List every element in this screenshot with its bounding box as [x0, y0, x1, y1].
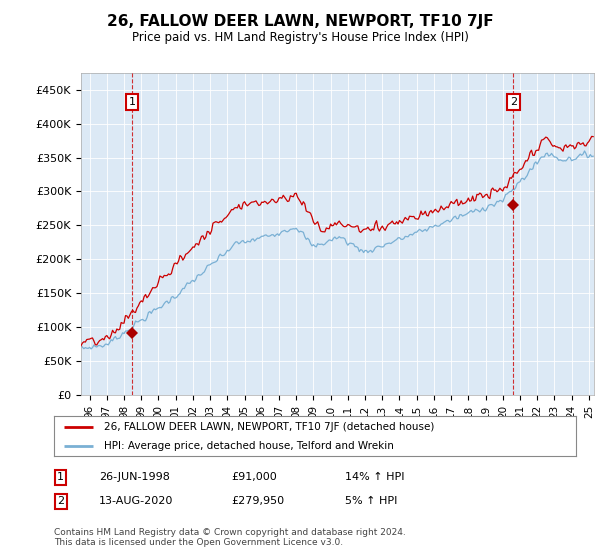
Text: HPI: Average price, detached house, Telford and Wrekin: HPI: Average price, detached house, Telf… [104, 441, 394, 451]
Text: Price paid vs. HM Land Registry's House Price Index (HPI): Price paid vs. HM Land Registry's House … [131, 31, 469, 44]
Text: £91,000: £91,000 [231, 472, 277, 482]
Text: 5% ↑ HPI: 5% ↑ HPI [345, 496, 397, 506]
Text: 26-JUN-1998: 26-JUN-1998 [99, 472, 170, 482]
Text: 2: 2 [57, 496, 64, 506]
Text: 26, FALLOW DEER LAWN, NEWPORT, TF10 7JF: 26, FALLOW DEER LAWN, NEWPORT, TF10 7JF [107, 14, 493, 29]
Text: 1: 1 [128, 97, 136, 107]
Text: 26, FALLOW DEER LAWN, NEWPORT, TF10 7JF (detached house): 26, FALLOW DEER LAWN, NEWPORT, TF10 7JF … [104, 422, 434, 432]
Text: 14% ↑ HPI: 14% ↑ HPI [345, 472, 404, 482]
Text: Contains HM Land Registry data © Crown copyright and database right 2024.
This d: Contains HM Land Registry data © Crown c… [54, 528, 406, 547]
Text: 1: 1 [57, 472, 64, 482]
Text: £279,950: £279,950 [231, 496, 284, 506]
Text: 13-AUG-2020: 13-AUG-2020 [99, 496, 173, 506]
Text: 2: 2 [510, 97, 517, 107]
